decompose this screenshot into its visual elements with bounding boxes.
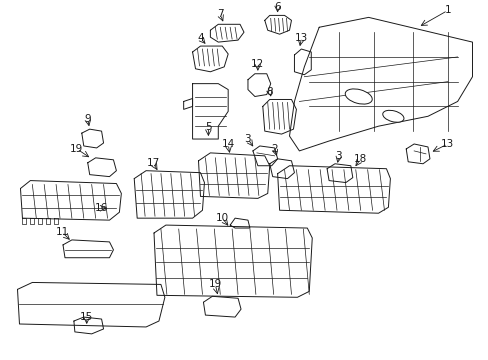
Polygon shape bbox=[63, 240, 113, 258]
Text: 15: 15 bbox=[80, 312, 93, 322]
Text: 3: 3 bbox=[335, 151, 342, 161]
Text: 12: 12 bbox=[251, 59, 264, 69]
Text: 16: 16 bbox=[95, 203, 108, 213]
Ellipse shape bbox=[382, 110, 403, 122]
Polygon shape bbox=[74, 317, 103, 334]
Polygon shape bbox=[230, 218, 249, 228]
Polygon shape bbox=[192, 46, 228, 72]
Polygon shape bbox=[22, 218, 26, 224]
Text: 2: 2 bbox=[271, 144, 277, 154]
Polygon shape bbox=[183, 99, 192, 109]
Polygon shape bbox=[38, 218, 42, 224]
Polygon shape bbox=[326, 164, 352, 183]
Polygon shape bbox=[198, 153, 269, 198]
Polygon shape bbox=[134, 171, 204, 218]
Polygon shape bbox=[54, 218, 58, 224]
Text: 7: 7 bbox=[217, 9, 223, 19]
Polygon shape bbox=[252, 146, 277, 166]
Text: 4: 4 bbox=[197, 33, 203, 43]
Text: 10: 10 bbox=[215, 213, 228, 223]
Text: 11: 11 bbox=[55, 227, 68, 237]
Polygon shape bbox=[269, 159, 294, 179]
Polygon shape bbox=[289, 17, 471, 151]
Text: 18: 18 bbox=[353, 154, 366, 164]
Text: 17: 17 bbox=[146, 158, 159, 168]
Polygon shape bbox=[277, 166, 389, 213]
Text: 19: 19 bbox=[208, 279, 222, 289]
Polygon shape bbox=[294, 49, 311, 75]
Text: 6: 6 bbox=[274, 3, 281, 13]
Polygon shape bbox=[20, 181, 121, 220]
Polygon shape bbox=[154, 225, 312, 297]
Polygon shape bbox=[262, 99, 296, 134]
Text: 8: 8 bbox=[266, 86, 272, 96]
Polygon shape bbox=[30, 218, 34, 224]
Polygon shape bbox=[247, 74, 270, 96]
Polygon shape bbox=[18, 283, 164, 327]
Text: 19: 19 bbox=[70, 144, 83, 154]
Text: 13: 13 bbox=[294, 33, 307, 43]
Ellipse shape bbox=[345, 89, 371, 104]
Polygon shape bbox=[87, 158, 116, 177]
Text: 5: 5 bbox=[204, 122, 211, 132]
Text: 3: 3 bbox=[244, 134, 251, 144]
Polygon shape bbox=[406, 144, 429, 164]
Text: 1: 1 bbox=[444, 5, 450, 15]
Polygon shape bbox=[192, 84, 228, 139]
Text: 9: 9 bbox=[84, 114, 91, 124]
Polygon shape bbox=[203, 296, 241, 317]
Polygon shape bbox=[46, 218, 50, 224]
Text: 14: 14 bbox=[221, 139, 234, 149]
Polygon shape bbox=[210, 24, 244, 42]
Text: 13: 13 bbox=[440, 139, 453, 149]
Polygon shape bbox=[264, 15, 291, 34]
Polygon shape bbox=[81, 129, 103, 148]
